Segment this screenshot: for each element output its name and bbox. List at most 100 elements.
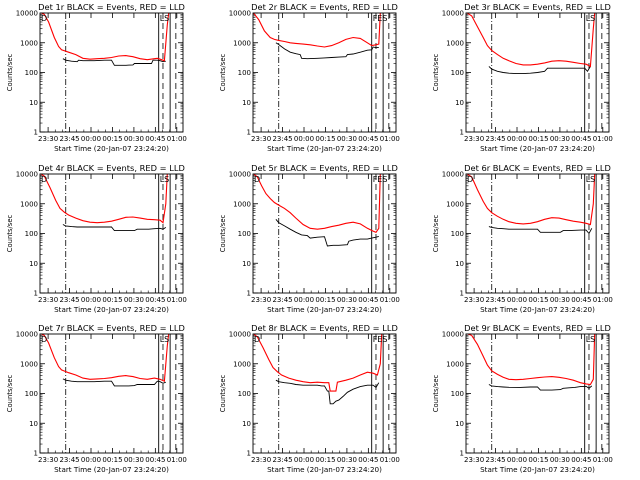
flag-right: LS <box>586 14 596 23</box>
panel-title: Det 3r BLACK = Events, RED = LLD <box>464 2 611 12</box>
y-tick-label: 1 <box>460 450 464 458</box>
panel-5: Det 5r BLACK = Events, RED = LLD Counts/s… <box>219 163 400 314</box>
x-tick-label: 23:30 <box>464 296 484 304</box>
x-tick-label: 00:15 <box>315 135 335 143</box>
x-tick-label: 00:15 <box>315 296 335 304</box>
x-axis-label: Start Time (20-Jan-07 23:24:20) <box>54 465 169 474</box>
flag-right: LS <box>160 175 170 184</box>
x-tick-label: 00:30 <box>124 135 144 143</box>
x-tick-label: 00:45 <box>571 135 591 143</box>
x-tick-label: 00:30 <box>337 456 357 464</box>
x-tick-label: 01:00 <box>380 135 400 143</box>
x-tick-label: 00:00 <box>81 135 101 143</box>
flag-right: LS <box>160 14 170 23</box>
y-axis-label: Counts/sec <box>219 54 227 92</box>
y-axis-label: Counts/sec <box>219 215 227 253</box>
y-tick-label: 1 <box>247 290 251 298</box>
y-tick-label: 1000 <box>446 200 464 208</box>
flag-right: LS <box>586 175 596 184</box>
x-tick-label: 23:45 <box>59 296 79 304</box>
y-tick-label: 10 <box>242 260 251 268</box>
x-tick-label: 23:45 <box>485 456 505 464</box>
y-tick-label: 10000 <box>229 171 251 179</box>
panel-2: Det 2r BLACK = Events, RED = LLD Counts/s… <box>219 2 400 153</box>
plot-frame <box>39 333 184 454</box>
y-tick-label: 10000 <box>16 10 38 18</box>
x-tick-label: 23:30 <box>251 296 271 304</box>
x-tick-label: 23:30 <box>464 456 484 464</box>
x-tick-label: 00:15 <box>528 135 548 143</box>
y-tick-label: 1000 <box>446 360 464 368</box>
panel-4: Det 4r BLACK = Events, RED = LLD Counts/s… <box>6 163 187 314</box>
flag-right: FES <box>373 14 388 23</box>
x-tick-label: 23:30 <box>38 456 58 464</box>
panel-7: Det 7r BLACK = Events, RED = LLD Counts/s… <box>6 323 187 474</box>
panel-3: Det 3r BLACK = Events, RED = LLD Counts/s… <box>432 2 613 153</box>
y-axis-label: Counts/sec <box>6 215 14 253</box>
y-tick-label: 10000 <box>229 10 251 18</box>
x-tick-label: 00:15 <box>102 296 122 304</box>
panel-title: Det 7r BLACK = Events, RED = LLD <box>38 323 185 333</box>
y-tick-label: 1000 <box>446 39 464 47</box>
y-tick-label: 10 <box>455 260 464 268</box>
plot-frame <box>39 12 184 133</box>
flag-left: D <box>254 335 260 344</box>
panel-title: Det 2r BLACK = Events, RED = LLD <box>251 2 398 12</box>
x-tick-label: 01:00 <box>380 296 400 304</box>
y-tick-label: 1000 <box>20 39 38 47</box>
plot-frame <box>252 173 397 294</box>
panel-title: Det 1r BLACK = Events, RED = LLD <box>38 2 185 12</box>
y-tick-label: 10000 <box>16 331 38 339</box>
panel-1: Det 1r BLACK = Events, RED = LLD Counts/s… <box>6 2 187 153</box>
x-tick-label: 00:15 <box>102 456 122 464</box>
y-tick-label: 1000 <box>20 360 38 368</box>
y-tick-label: 100 <box>238 390 251 398</box>
y-tick-label: 100 <box>451 69 464 77</box>
series-events-line <box>488 66 591 75</box>
x-axis-label: Start Time (20-Jan-07 23:24:20) <box>267 144 382 153</box>
y-tick-label: 1000 <box>233 39 251 47</box>
x-tick-label: 01:00 <box>380 456 400 464</box>
flag-left: D <box>467 175 473 184</box>
x-tick-label: 00:30 <box>550 135 570 143</box>
x-tick-label: 23:45 <box>485 135 505 143</box>
x-tick-label: 00:30 <box>550 296 570 304</box>
x-tick-label: 00:30 <box>124 296 144 304</box>
x-tick-label: 00:00 <box>507 296 527 304</box>
x-tick-label: 23:30 <box>464 135 484 143</box>
x-tick-label: 00:30 <box>337 296 357 304</box>
y-tick-label: 10 <box>29 260 38 268</box>
x-tick-label: 00:00 <box>294 456 314 464</box>
series-events-line <box>275 42 379 60</box>
x-tick-label: 00:45 <box>358 456 378 464</box>
x-axis-label: Start Time (20-Jan-07 23:24:20) <box>54 305 169 314</box>
x-tick-label: 00:30 <box>337 135 357 143</box>
x-tick-label: 23:30 <box>38 296 58 304</box>
x-tick-label: 01:00 <box>593 456 613 464</box>
flag-left: D <box>41 335 47 344</box>
x-tick-label: 00:45 <box>358 135 378 143</box>
y-axis-label: Counts/sec <box>6 54 14 92</box>
series-lld-line <box>466 334 596 386</box>
y-tick-label: 1000 <box>20 200 38 208</box>
x-tick-label: 01:00 <box>593 135 613 143</box>
y-tick-label: 10 <box>242 420 251 428</box>
y-axis-label: Counts/sec <box>432 215 440 253</box>
x-tick-label: 00:00 <box>507 456 527 464</box>
y-tick-label: 100 <box>451 230 464 238</box>
x-axis-label: Start Time (20-Jan-07 23:24:20) <box>480 144 595 153</box>
y-tick-label: 1000 <box>233 360 251 368</box>
x-tick-label: 00:15 <box>528 296 548 304</box>
x-tick-label: 00:45 <box>571 296 591 304</box>
y-tick-label: 1 <box>34 290 38 298</box>
flag-left: D <box>41 14 47 23</box>
series-lld-line <box>253 174 381 233</box>
series-lld-line <box>466 174 596 226</box>
y-tick-label: 10 <box>29 99 38 107</box>
x-tick-label: 23:45 <box>59 456 79 464</box>
plot-frame <box>252 12 397 133</box>
x-tick-label: 00:00 <box>81 296 101 304</box>
series-lld-line <box>253 334 383 392</box>
y-axis-label: Counts/sec <box>219 375 227 413</box>
panel-title: Det 6r BLACK = Events, RED = LLD <box>464 163 611 173</box>
